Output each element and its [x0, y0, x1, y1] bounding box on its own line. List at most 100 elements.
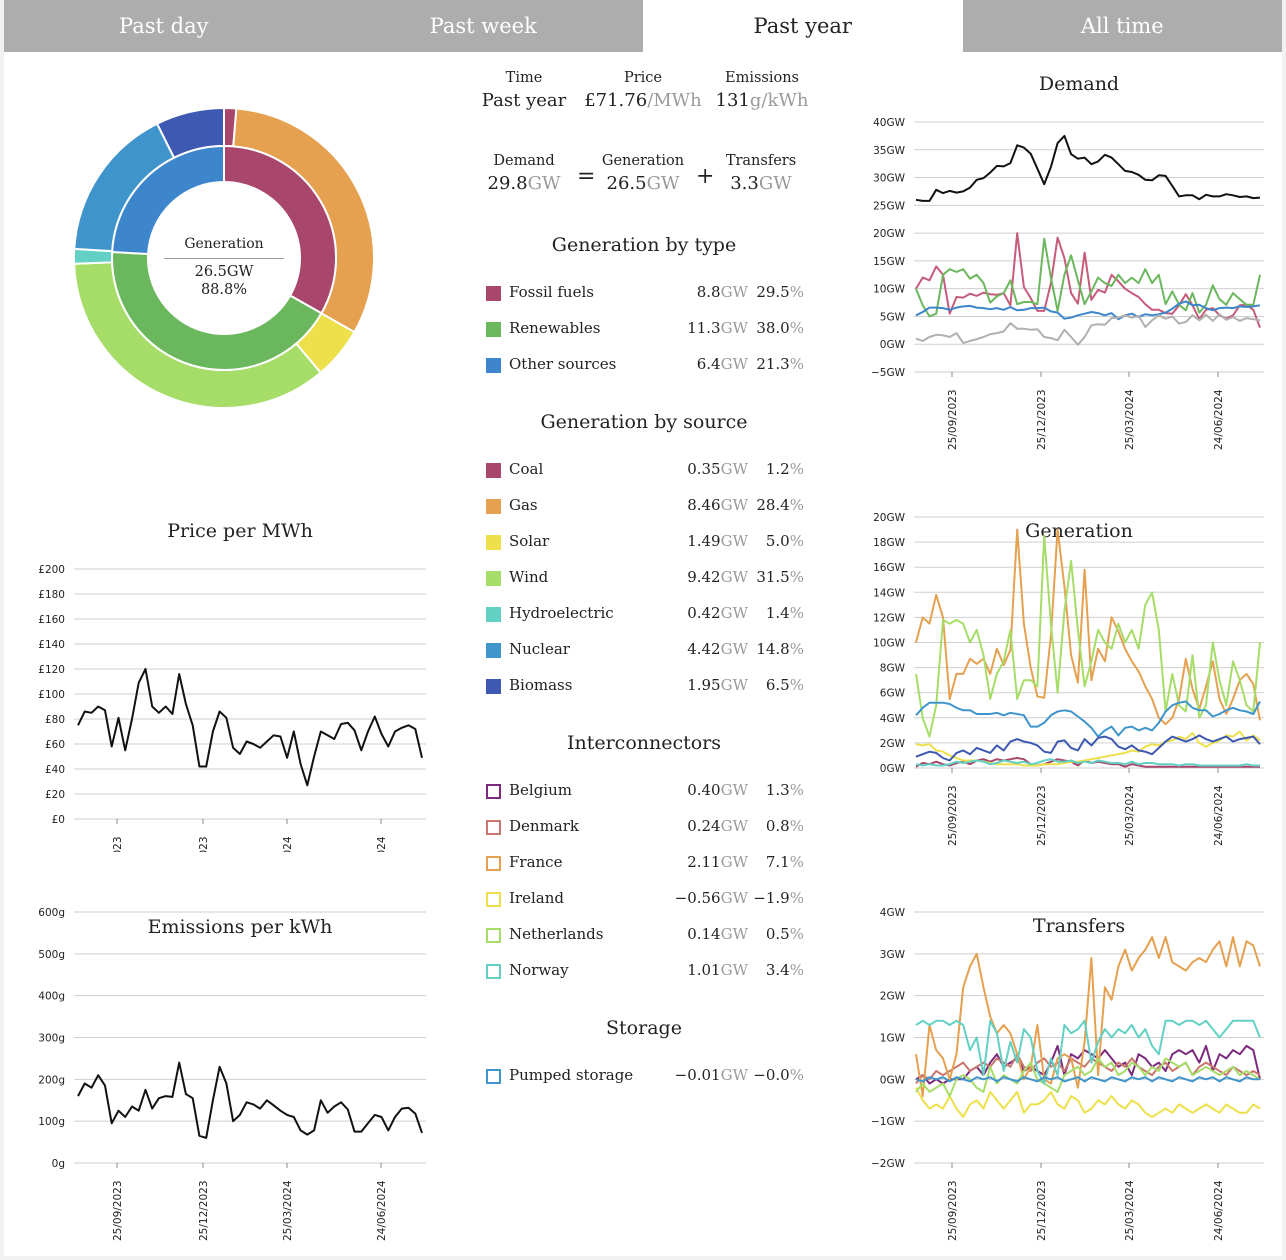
- legend-gw-unit: GW: [720, 355, 748, 373]
- y-tick-label: −1GW: [871, 1116, 906, 1128]
- legend-gw-unit: GW: [720, 817, 748, 835]
- y-tick-label: £40: [45, 764, 65, 776]
- legend-pct-unit: %: [789, 853, 804, 871]
- legend-swatch: [486, 358, 501, 373]
- legend-gw-unit: GW: [720, 1066, 748, 1084]
- tab-past-week[interactable]: Past week: [323, 0, 643, 52]
- legend-pct-value: 1.4: [765, 604, 790, 622]
- y-tick-label: 2GW: [880, 991, 906, 1003]
- summary-price-label: Price: [623, 70, 663, 86]
- series-line: [915, 758, 1260, 767]
- demand-chart: Demand −5GW 0GW 5GW 10GW 15GW 20GW 25GW 30GW 35GW…: [871, 73, 1264, 450]
- legend-gw-unit: GW: [720, 568, 748, 586]
- legend-row: Renewables 11.3GW 38.0%: [484, 319, 810, 339]
- legend-gw-unit: GW: [720, 460, 748, 478]
- summary-emissions-unit: g/kWh: [749, 90, 809, 111]
- legend-gw: −0.56GW: [675, 889, 748, 907]
- chart-title: Emissions per kWh: [148, 916, 333, 938]
- legend-name: Netherlands: [509, 925, 604, 943]
- legend-name: Solar: [509, 532, 550, 550]
- legend-name: Renewables: [509, 319, 601, 337]
- legend-name: Wind: [509, 568, 549, 586]
- legend-gw: 2.11GW: [687, 853, 748, 871]
- summary-transfers-label: Transfers: [725, 153, 797, 169]
- summary-price: Price £71.76/MWh: [574, 70, 712, 111]
- donut-inner-segment: [223, 144, 337, 315]
- legend-name: Ireland: [509, 889, 564, 907]
- x-tick-label: 24/06/2024: [1213, 389, 1225, 450]
- legend-pct: 1.3%: [766, 781, 804, 799]
- legend-row: Denmark 0.24GW 0.8%: [484, 817, 810, 837]
- series-line: [915, 734, 1261, 762]
- summary-emissions: Emissions 131g/kWh: [709, 70, 815, 111]
- y-tick-label: £60: [45, 739, 65, 751]
- legend-row: Wind 9.42GW 31.5%: [484, 568, 810, 588]
- x-tick-label: 25/03/2024: [1124, 785, 1136, 846]
- series-line: [915, 232, 1261, 328]
- y-tick-label: 20GW: [873, 228, 905, 240]
- legend-swatch: [486, 499, 501, 514]
- legend-pct: 21.3%: [756, 355, 804, 373]
- series-line: [915, 1053, 1261, 1085]
- legend-swatch: [486, 964, 501, 979]
- equals-sign: =: [577, 164, 596, 189]
- series-line: [915, 730, 1261, 767]
- tab-past-day[interactable]: Past day: [4, 0, 324, 52]
- legend-pct: 0.5%: [766, 925, 804, 943]
- legend-gw-value: 9.42: [687, 568, 721, 586]
- summary-transfers-value: 3.3: [730, 173, 759, 194]
- legend-gw: 1.49GW: [687, 532, 748, 550]
- legend-gw-value: 11.3: [687, 319, 721, 337]
- section-title: Generation by type: [551, 234, 737, 256]
- y-tick-label: 10GW: [873, 638, 905, 650]
- legend-pct-unit: %: [789, 1066, 804, 1084]
- legend-gw: 6.4GW: [697, 355, 748, 373]
- legend-swatch: [486, 892, 501, 907]
- y-tick-label: 14GW: [873, 587, 905, 599]
- donut-center-value: 26.5GW: [194, 264, 254, 280]
- x-tick-label: 25/03/2024: [282, 836, 294, 852]
- legend-row: Belgium 0.40GW 1.3%: [484, 781, 810, 801]
- legend-row: Solar 1.49GW 5.0%: [484, 532, 810, 552]
- legend-pct-unit: %: [789, 676, 804, 694]
- legend-row: France 2.11GW 7.1%: [484, 853, 810, 873]
- legend-row: Gas 8.46GW 28.4%: [484, 496, 810, 516]
- legend-pct: −0.0%: [753, 1066, 804, 1084]
- emissions-chart: Emissions per kWh 0g 100g 200g 300g 400g 500g 6…: [38, 907, 426, 1241]
- legend-gw-unit: GW: [720, 640, 748, 658]
- x-tick-label: 25/03/2024: [1124, 1180, 1136, 1241]
- tab-past-year[interactable]: Past year: [643, 0, 963, 52]
- legend-row: Ireland −0.56GW −1.9%: [484, 889, 810, 909]
- legend-pct-value: 7.1: [765, 853, 790, 871]
- tab-all-time[interactable]: All time: [962, 0, 1282, 52]
- y-tick-label: £140: [38, 639, 65, 651]
- y-tick-label: 0GW: [880, 339, 906, 351]
- legend-pct-unit: %: [789, 781, 804, 799]
- x-tick-label: 24/06/2024: [376, 1180, 388, 1241]
- legend-name: Fossil fuels: [509, 283, 594, 301]
- x-tick-label: 25/09/2023: [947, 1180, 959, 1241]
- y-tick-label: £0: [52, 814, 65, 826]
- legend-name: Coal: [509, 460, 544, 478]
- legend-pct: 28.4%: [756, 496, 804, 514]
- legend-gw-unit: GW: [720, 853, 748, 871]
- legend-swatch: [486, 535, 501, 550]
- y-tick-label: 0g: [52, 1158, 65, 1170]
- legend-pct-unit: %: [789, 925, 804, 943]
- legend-gw-value: 2.11: [687, 853, 721, 871]
- summary-price-unit: /MWh: [647, 90, 702, 111]
- y-tick-label: 18GW: [873, 537, 905, 549]
- series-line: [915, 1076, 1260, 1083]
- legend-pct-unit: %: [789, 640, 804, 658]
- legend-pct-unit: %: [789, 568, 804, 586]
- summary-transfers: Transfers 3.3GW: [716, 153, 806, 194]
- series-line: [915, 300, 1261, 321]
- y-tick-label: 0GW: [880, 763, 906, 775]
- legend-gw-value: 1.49: [687, 532, 721, 550]
- legend-swatch: [486, 784, 501, 799]
- y-tick-label: 30GW: [873, 173, 905, 185]
- series-line: [915, 237, 1261, 318]
- x-tick-label: 25/12/2023: [1036, 1180, 1048, 1241]
- chart-title: Generation: [1025, 520, 1133, 542]
- legend-pct: 1.2%: [766, 460, 804, 478]
